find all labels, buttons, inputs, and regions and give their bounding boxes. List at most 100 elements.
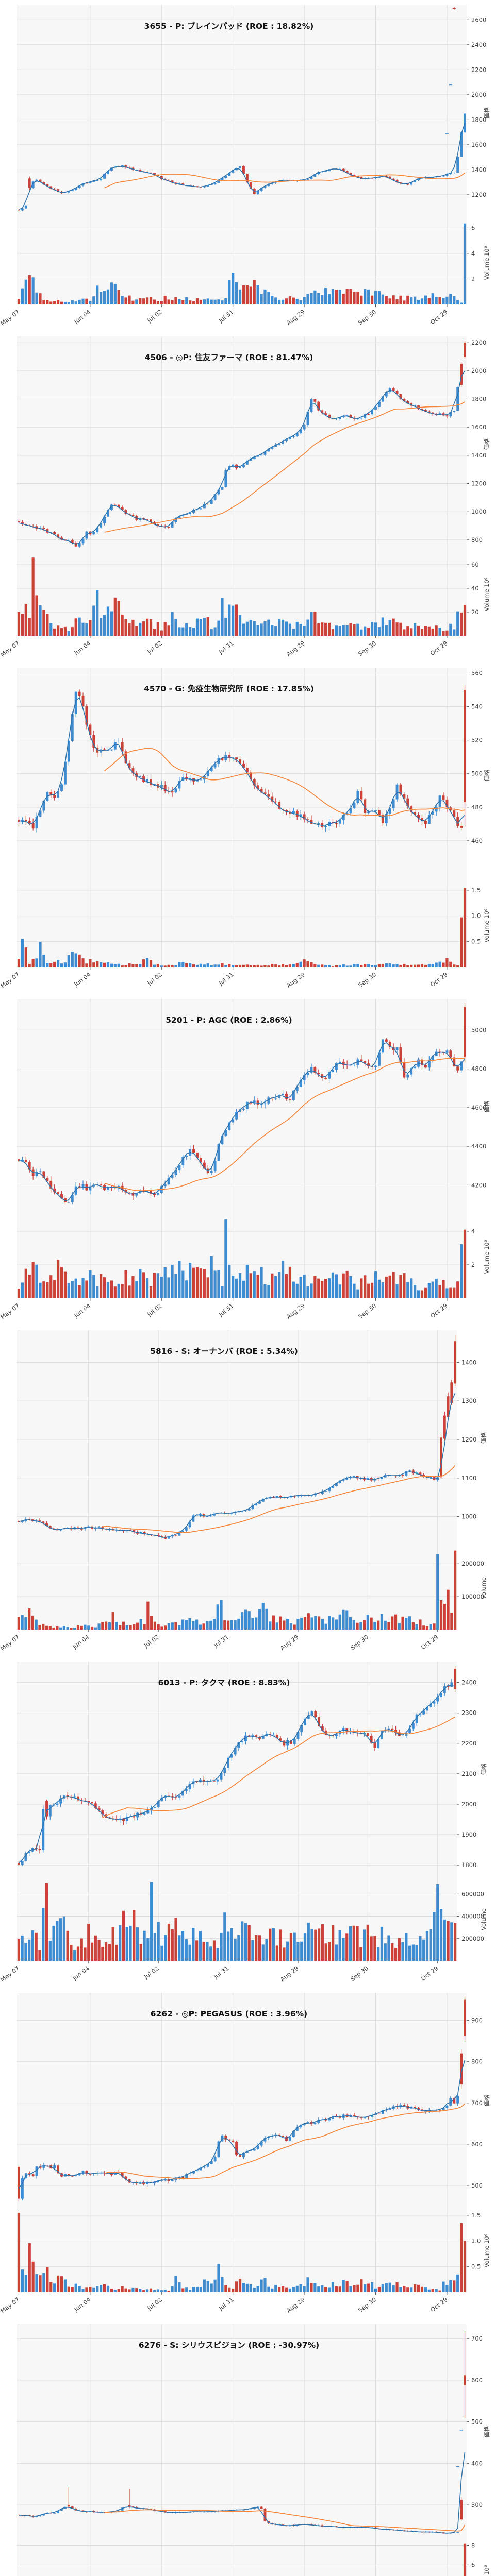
x-tick-label: May 07 (0, 1633, 21, 1652)
svg-text:500: 500 (471, 2182, 483, 2189)
chart-canvas-6262: 500 600 700 800 900 価格 0.5 1.0 1.5 Volume 10⁶ May … (0, 1993, 490, 2315)
ma-line-short (19, 123, 466, 210)
volume-axis: 0.5 1.0 1.5 Volume 10⁶ (467, 887, 490, 945)
x-tick-label: Oct 29 (429, 308, 449, 326)
svg-text:2000: 2000 (471, 367, 486, 375)
svg-text:1.5: 1.5 (471, 2212, 481, 2219)
svg-text:0.5: 0.5 (471, 2263, 481, 2270)
price-axis: 500 600 700 800 900 価格 (467, 2017, 490, 2189)
svg-text:2400: 2400 (461, 1679, 476, 1686)
outlier-markers (445, 7, 456, 134)
x-axis: May 07 Jun 04 Jul 02 Jul 31 Aug 29 Sep 30 Oct … (0, 1298, 449, 1321)
ma-line-short (19, 2452, 466, 2534)
svg-text:520: 520 (471, 737, 483, 744)
volume-bars (17, 2212, 467, 2292)
svg-text:1.0: 1.0 (471, 2238, 481, 2245)
x-axis: May 07 Jun 04 Jul 02 Jul 31 Aug 29 Sep 30 Oct … (0, 636, 449, 658)
x-tick-label: May 07 (0, 1964, 21, 1984)
chart-title: 6262 - ◎P: PEGASUS (ROE : 3.96%) (151, 2009, 307, 2019)
price-axis-label: 価格 (483, 107, 490, 118)
svg-text:800: 800 (471, 2058, 483, 2065)
svg-text:4800: 4800 (471, 1065, 486, 1073)
stock-chart-5201: 4200 4400 4600 4800 5000 価格 2 4 Volume 10⁶ May 07… (0, 994, 495, 1325)
svg-text:2200: 2200 (471, 66, 486, 73)
svg-text:480: 480 (471, 804, 483, 811)
ma-line-long (104, 748, 465, 817)
plot-background (17, 5, 467, 304)
svg-text:460: 460 (471, 837, 483, 844)
x-tick-label: Oct 29 (429, 639, 449, 657)
svg-text:700: 700 (471, 2335, 483, 2342)
svg-text:2300: 2300 (461, 1709, 476, 1717)
x-tick-label: Sep 30 (349, 1964, 370, 1982)
svg-text:200000: 200000 (461, 1560, 484, 1567)
plot-background (17, 336, 467, 636)
plot-background (17, 1993, 467, 2292)
x-tick-label: May 07 (0, 1302, 21, 1321)
price-axis-label: 価格 (483, 2426, 490, 2438)
svg-text:600: 600 (471, 2141, 483, 2148)
ma-line-short (19, 1393, 456, 1538)
x-tick-label: Jun 04 (72, 2296, 92, 2313)
plot-background (17, 1330, 457, 1630)
stock-chart-3655: 1200 1400 1600 1800 2000 2200 2400 2600 価格 2 4 6 Vol… (0, 0, 495, 331)
svg-text:1800: 1800 (471, 396, 486, 403)
volume-bars (17, 1882, 457, 1961)
volume-axis-label: Volume 10⁶ (483, 908, 490, 942)
ma-line-long (104, 173, 465, 189)
x-axis: May 07 Jun 04 Jul 02 Jul 31 Aug 29 Sep 30 Oct … (0, 1961, 440, 1984)
x-tick-label: Sep 30 (357, 971, 377, 989)
x-tick-label: May 07 (0, 2296, 21, 2315)
x-tick-label: Sep 30 (357, 1302, 377, 1320)
ma-line-short (18, 2060, 466, 2189)
x-axis: May 07 Jun 04 Jul 02 Jul 31 Aug 29 Sep 30 Oct … (0, 304, 449, 327)
x-tick-label: Sep 30 (349, 1633, 370, 1651)
svg-text:300: 300 (471, 2501, 483, 2509)
x-tick-label: Oct 29 (420, 1964, 440, 1982)
svg-text:4: 4 (471, 250, 475, 257)
svg-text:4: 4 (471, 1228, 475, 1235)
x-tick-label: Jul 31 (217, 1302, 235, 1318)
x-tick-label: Jun 04 (71, 1633, 90, 1651)
svg-text:4200: 4200 (471, 1181, 486, 1189)
stock-chart-6013: 1800 1900 2000 2100 2200 2300 2400 価格 200000 4000… (0, 1656, 495, 1988)
price-axis: 4200 4400 4600 4800 5000 価格 (467, 1026, 490, 1189)
x-tick-label: Jun 04 (72, 1302, 92, 1319)
chart-canvas-5816: 1000 1100 1200 1300 1400 価格 100000 200000 Volume… (0, 1330, 487, 1652)
ma-line-long (104, 1058, 465, 1191)
price-axis: 1000 1100 1200 1300 1400 価格 (457, 1359, 487, 1520)
ma-line-long (104, 2103, 466, 2179)
x-tick-label: Aug 29 (285, 1302, 306, 1320)
gridlines (17, 1662, 457, 1961)
stock-chart-6262: 500 600 700 800 900 価格 0.5 1.0 1.5 Volume 10⁶ May … (0, 1988, 495, 2319)
x-tick-label: Aug 29 (285, 2296, 306, 2314)
svg-text:6: 6 (471, 2561, 475, 2568)
svg-text:5000: 5000 (471, 1026, 486, 1033)
svg-text:1100: 1100 (461, 1475, 476, 1482)
price-axis-label: 価格 (483, 769, 490, 781)
chart-title: 5816 - S: オーナンバ (ROE : 5.34%) (150, 1347, 298, 1356)
price-axis-label: 価格 (480, 1432, 487, 1444)
svg-text:200000: 200000 (461, 1935, 484, 1942)
x-tick-label: Aug 29 (285, 971, 306, 989)
x-tick-label: Oct 29 (429, 1302, 449, 1319)
svg-text:1300: 1300 (461, 1397, 476, 1404)
svg-text:1900: 1900 (461, 1831, 476, 1838)
svg-text:2600: 2600 (471, 16, 486, 23)
svg-text:1400: 1400 (461, 1359, 476, 1366)
chart-canvas-4506: 800 1000 1200 1400 1600 1800 2000 2200 価格 20 40 60 V… (0, 336, 490, 658)
svg-text:20: 20 (471, 608, 479, 616)
volume-axis: 2 4 Volume 10⁶ (467, 1228, 490, 1274)
volume-bars (17, 1219, 467, 1298)
price-axis: 1800 1900 2000 2100 2200 2300 2400 価格 (457, 1679, 487, 1869)
svg-text:4600: 4600 (471, 1104, 486, 1111)
candlesticks (18, 685, 466, 833)
chart-title: 4570 - G: 免疫生物研究所 (ROE : 17.85%) (144, 684, 314, 693)
volume-axis: 0.5 1.0 1.5 Volume 10⁶ (467, 2212, 490, 2270)
svg-text:1800: 1800 (461, 1861, 476, 1869)
svg-text:900: 900 (471, 2017, 483, 2024)
stock-chart-5816: 1000 1100 1200 1300 1400 価格 100000 200000 Volume… (0, 1325, 495, 1656)
plot-background (17, 1662, 457, 1961)
x-tick-label: Jul 31 (217, 2296, 235, 2312)
